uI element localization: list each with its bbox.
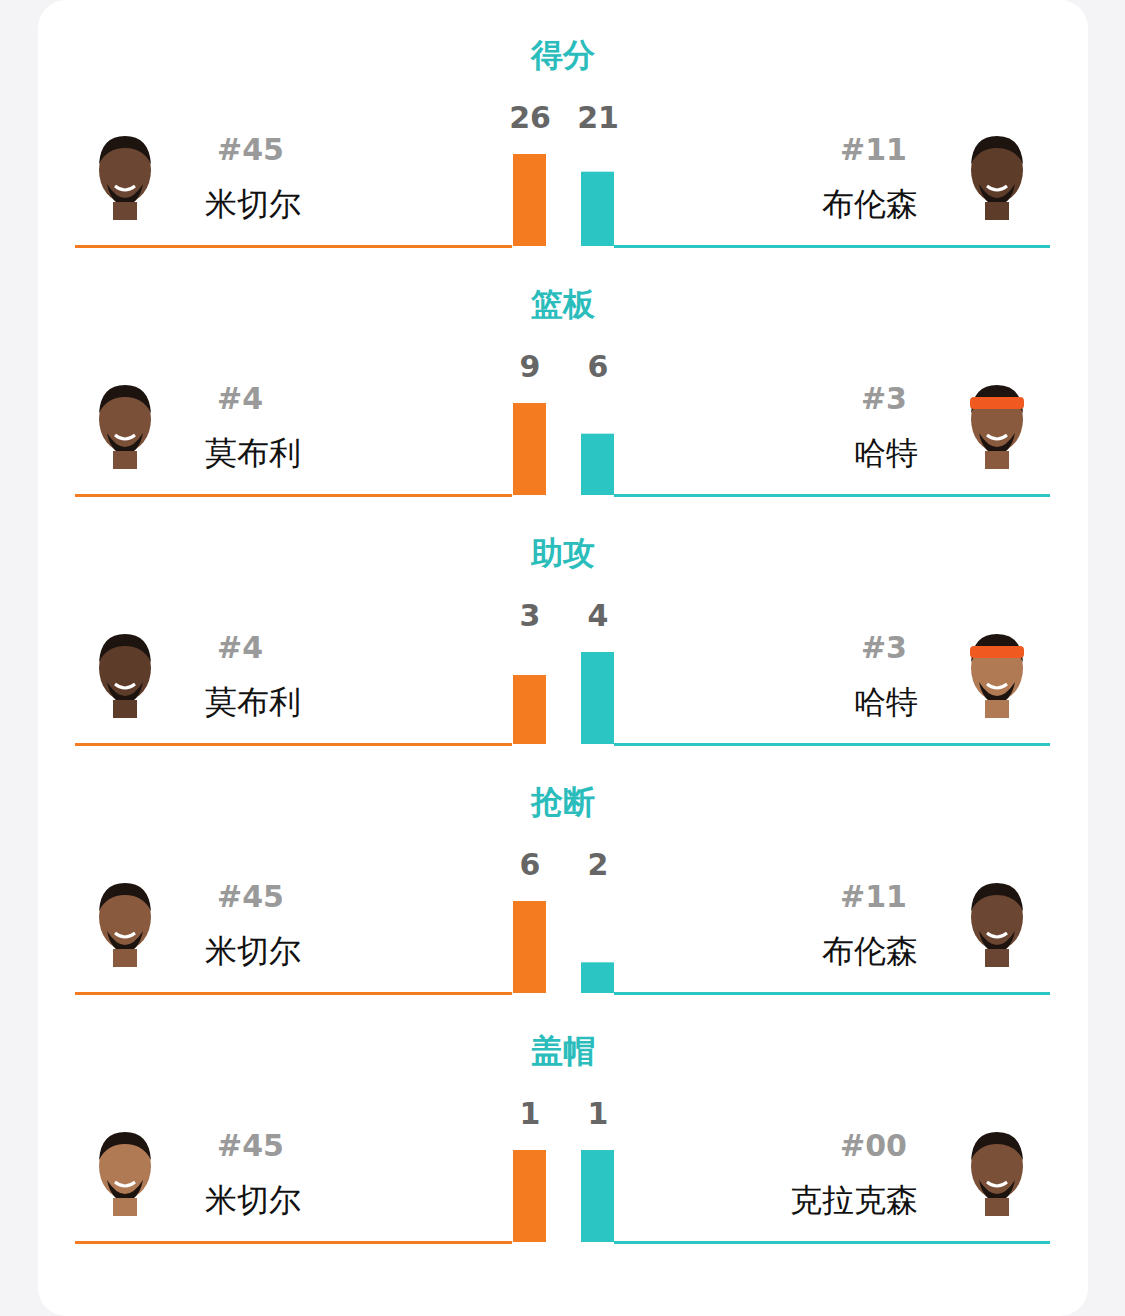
svg-text:1: 1 [588, 1096, 609, 1131]
html-text:助攻: 助攻 [530, 534, 595, 572]
svg-text:6: 6 [588, 349, 609, 384]
html-text:哈特: 哈特 [854, 683, 918, 721]
html-text:#3: #3 [861, 381, 907, 416]
svg-text:3: 3 [520, 598, 541, 633]
html-text:布伦森: 布伦森 [822, 932, 918, 970]
html-text:#00: #00 [840, 1128, 907, 1163]
svg-text:4: 4 [588, 598, 609, 633]
html-text:盖帽: 盖帽 [530, 1032, 595, 1070]
svg-text:1: 1 [520, 1096, 541, 1131]
html-text:米切尔: 米切尔 [205, 1181, 301, 1219]
html-text:莫布利: 莫布利 [205, 683, 301, 721]
html-text:篮板: 篮板 [530, 285, 595, 323]
html-text:哈特: 哈特 [854, 434, 918, 472]
html-text:得分: 得分 [530, 36, 595, 74]
html-text:#3: #3 [861, 630, 907, 665]
svg-text:2: 2 [588, 847, 609, 882]
html-text:#11: #11 [840, 132, 907, 167]
svg-text:21: 21 [577, 100, 619, 135]
html-text:#4: #4 [217, 630, 263, 665]
html-text:#45: #45 [217, 1128, 284, 1163]
html-text:米切尔: 米切尔 [205, 932, 301, 970]
html-text:#45: #45 [217, 879, 284, 914]
html-text:克拉克森: 克拉克森 [790, 1181, 918, 1219]
svg-text:9: 9 [520, 349, 541, 384]
html-text:抢断: 抢断 [530, 783, 595, 821]
svg-text:6: 6 [520, 847, 541, 882]
html-text:#11: #11 [840, 879, 907, 914]
html-text:布伦森: 布伦森 [822, 185, 918, 223]
html-text:莫布利: 莫布利 [205, 434, 301, 472]
svg-text:26: 26 [509, 100, 551, 135]
html-text:#4: #4 [217, 381, 263, 416]
html-text:米切尔: 米切尔 [205, 185, 301, 223]
html-text:#45: #45 [217, 132, 284, 167]
